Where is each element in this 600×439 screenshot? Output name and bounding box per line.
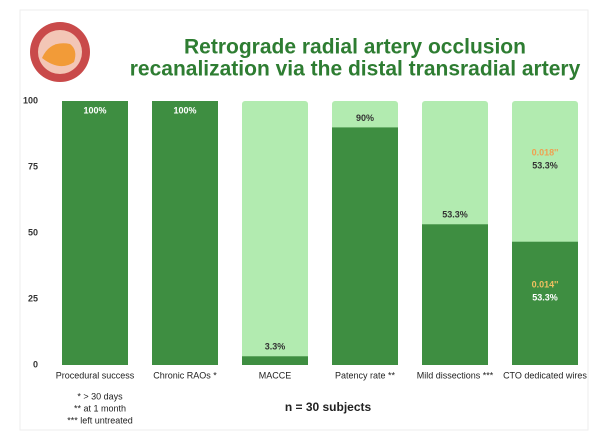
chart-title: recanalization via the distal transradia… [130,58,581,81]
x-tick-label: Patency rate ** [335,370,396,380]
y-tick-label: 50 [28,227,38,237]
bar [512,241,578,365]
annotation: 0.014'' [532,279,559,289]
bar-track [242,101,308,365]
bar [332,127,398,366]
y-tick-label: 25 [28,293,38,303]
y-tick-label: 100 [23,95,38,105]
footnote: * > 30 days [77,391,123,401]
footnote: ** at 1 month [74,403,126,413]
logo [30,22,90,82]
y-tick-label: 75 [28,161,38,171]
footnote: *** left untreated [67,415,133,425]
value-label: 100% [173,105,196,115]
x-tick-label: Procedural success [56,370,135,380]
value-label: 53.3% [442,210,468,220]
bar [422,224,488,365]
bar [152,101,218,365]
annotation: 53.3% [532,160,558,170]
value-label: 100% [83,105,106,115]
x-tick-label: Mild dissections *** [417,370,494,380]
annotation: 0.018'' [532,147,559,157]
bar [62,101,128,365]
sample-size: n = 30 subjects [285,400,372,414]
y-tick-label: 0 [33,359,38,369]
chart-title: Retrograde radial artery occlusion [184,36,526,59]
value-label: 90% [356,113,374,123]
x-tick-label: MACCE [259,370,292,380]
value-label: 3.3% [265,342,286,352]
x-tick-label: CTO dedicated wires [503,370,587,380]
x-tick-label: Chronic RAOs * [153,370,217,380]
annotation: 53.3% [532,292,558,302]
bar [242,356,308,365]
